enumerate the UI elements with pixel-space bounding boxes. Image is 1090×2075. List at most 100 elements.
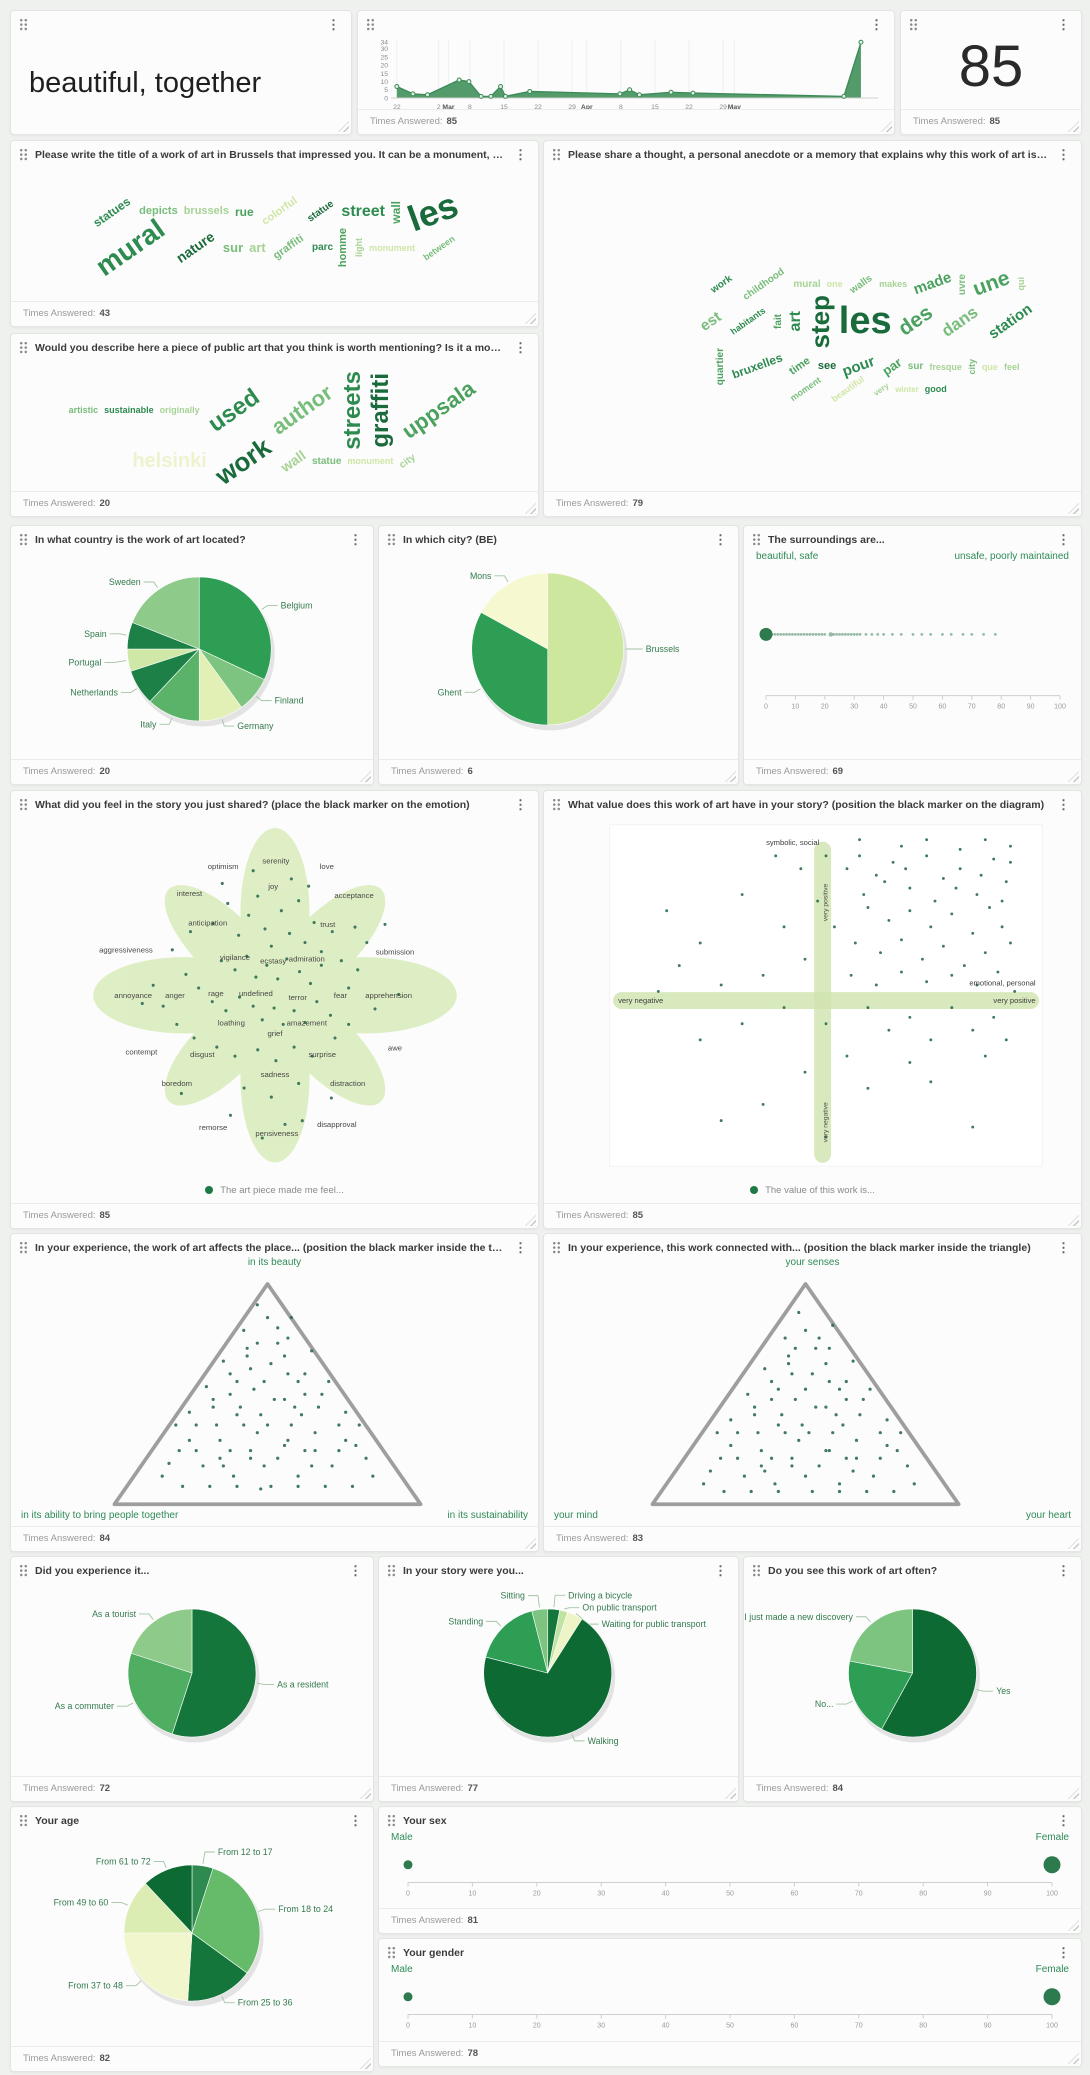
svg-text:20: 20	[820, 704, 828, 711]
kebab-menu-icon[interactable]: ⋮	[1057, 17, 1070, 32]
wordcloud-word: statues	[90, 193, 134, 230]
svg-text:22: 22	[685, 104, 693, 111]
drag-handle-icon[interactable]	[19, 1564, 28, 1577]
card-wordcloud-public-art: Would you describe here a piece of publi…	[10, 333, 539, 517]
resize-handle[interactable]	[725, 771, 736, 782]
resize-handle[interactable]	[1068, 503, 1079, 514]
kebab-menu-icon[interactable]: ⋮	[349, 1813, 362, 1828]
card-title: In your experience, this work connected …	[568, 1241, 1031, 1254]
times-answered-value: 83	[632, 1533, 644, 1544]
resize-handle[interactable]	[525, 313, 536, 324]
resize-handle[interactable]	[525, 503, 536, 514]
kebab-menu-icon[interactable]: ⋮	[1057, 1563, 1070, 1578]
kebab-menu-icon[interactable]: ⋮	[870, 17, 883, 32]
kebab-menu-icon[interactable]: ⋮	[514, 1240, 527, 1255]
triangle-bottom-right-label: in its sustainability	[447, 1510, 528, 1521]
resize-handle[interactable]	[881, 121, 892, 132]
scale-right-label: unsafe, poorly maintained	[954, 551, 1069, 562]
kebab-menu-icon[interactable]: ⋮	[514, 797, 527, 812]
resize-handle[interactable]	[1068, 2053, 1079, 2064]
kebab-menu-icon[interactable]: ⋮	[1057, 1813, 1070, 1828]
drag-handle-icon[interactable]	[366, 18, 375, 31]
drag-handle-icon[interactable]	[387, 1564, 396, 1577]
kebab-menu-icon[interactable]: ⋮	[514, 340, 527, 355]
times-answered-label: Times Answered:	[391, 2048, 464, 2059]
resize-handle[interactable]	[1068, 1788, 1079, 1799]
drag-handle-icon[interactable]	[752, 1564, 761, 1577]
kebab-menu-icon[interactable]: ⋮	[349, 532, 362, 547]
card-title: What did you feel in the story you just …	[35, 798, 470, 811]
svg-text:anger: anger	[165, 991, 185, 1000]
svg-text:22: 22	[534, 104, 542, 111]
resize-handle[interactable]	[1068, 1538, 1079, 1549]
kebab-menu-icon[interactable]: ⋮	[714, 1563, 727, 1578]
kebab-menu-icon[interactable]: ⋮	[714, 532, 727, 547]
svg-text:very positive: very positive	[823, 884, 830, 922]
legend-label: The art piece made me feel...	[220, 1185, 344, 1196]
times-answered-label: Times Answered:	[756, 766, 829, 777]
resize-handle[interactable]	[360, 771, 371, 782]
resize-handle[interactable]	[360, 2058, 371, 2069]
gender-dot-strip: 0 10 20 30 40 50 60 70 80 90 100	[403, 1988, 1061, 2029]
wordcloud-art-title: statues depicts brussels rue colorful statue s…	[61, 167, 488, 296]
resize-handle[interactable]	[338, 121, 349, 132]
drag-handle-icon[interactable]	[19, 1814, 28, 1827]
resize-handle[interactable]	[1068, 771, 1079, 782]
times-answered-label: Times Answered:	[23, 1533, 96, 1544]
svg-text:Portugal: Portugal	[69, 657, 102, 667]
drag-handle-icon[interactable]	[752, 533, 761, 546]
drag-handle-icon[interactable]	[552, 798, 561, 811]
triangle-top-label: your senses	[785, 1257, 840, 1268]
drag-handle-icon[interactable]	[552, 148, 561, 161]
drag-handle-icon[interactable]	[19, 148, 28, 161]
svg-text:distraction: distraction	[330, 1079, 365, 1088]
wordcloud-word: bruxelles	[729, 350, 784, 382]
resize-handle[interactable]	[1068, 1920, 1079, 1931]
kebab-menu-icon[interactable]: ⋮	[1057, 1945, 1070, 1960]
kebab-menu-icon[interactable]: ⋮	[1057, 797, 1070, 812]
drag-handle-icon[interactable]	[19, 341, 28, 354]
experience-pie-chart: As a resident As a commuter As a tourist	[55, 1608, 329, 1743]
wordcloud-word: fresque	[929, 361, 962, 372]
resize-handle[interactable]	[1068, 121, 1079, 132]
resize-handle[interactable]	[525, 1538, 536, 1549]
kebab-menu-icon[interactable]: ⋮	[349, 1563, 362, 1578]
wordcloud-word: artistic	[68, 405, 99, 416]
drag-handle-icon[interactable]	[19, 798, 28, 811]
drag-handle-icon[interactable]	[552, 1241, 561, 1254]
kebab-menu-icon[interactable]: ⋮	[1057, 1240, 1070, 1255]
resize-handle[interactable]	[1068, 1215, 1079, 1226]
svg-text:Brussels: Brussels	[646, 644, 680, 654]
svg-text:disgust: disgust	[190, 1050, 215, 1059]
drag-handle-icon[interactable]	[387, 1814, 396, 1827]
drag-handle-icon[interactable]	[19, 18, 28, 31]
resize-handle[interactable]	[525, 1215, 536, 1226]
svg-text:50: 50	[726, 1890, 734, 1897]
drag-handle-icon[interactable]	[387, 533, 396, 546]
card-surroundings: The surroundings are... ⋮ beautiful, safe…	[743, 525, 1082, 785]
card-footer: Times Answered: 84	[744, 1776, 1081, 1801]
kebab-menu-icon[interactable]: ⋮	[1057, 532, 1070, 547]
wordcloud-word: les	[402, 183, 464, 240]
wordcloud-word: rue	[234, 204, 254, 219]
card-footer: Times Answered: 79	[544, 491, 1081, 516]
wordcloud-word: city	[966, 358, 977, 375]
drag-handle-icon[interactable]	[387, 1946, 396, 1959]
kebab-menu-icon[interactable]: ⋮	[1057, 147, 1070, 162]
svg-text:fear: fear	[333, 991, 347, 1000]
card-responses-over-time: ⋮ 34 30 25 20 15 10 5 0 22 2 Mar 8 15 22 29 Apr 8 15 22 29 M…	[357, 10, 895, 135]
wordcloud-word: time	[787, 354, 813, 378]
card-title: In your experience, the work of art affe…	[35, 1241, 505, 1254]
resize-handle[interactable]	[725, 1788, 736, 1799]
kebab-menu-icon[interactable]: ⋮	[514, 147, 527, 162]
drag-handle-icon[interactable]	[19, 1241, 28, 1254]
card-footer: Times Answered: 85	[901, 109, 1081, 134]
drag-handle-icon[interactable]	[19, 533, 28, 546]
drag-handle-icon[interactable]	[909, 18, 918, 31]
svg-text:30: 30	[597, 2022, 605, 2029]
svg-text:10: 10	[469, 1890, 477, 1897]
kebab-menu-icon[interactable]: ⋮	[327, 17, 340, 32]
resize-handle[interactable]	[360, 1788, 371, 1799]
svg-text:80: 80	[919, 1890, 927, 1897]
